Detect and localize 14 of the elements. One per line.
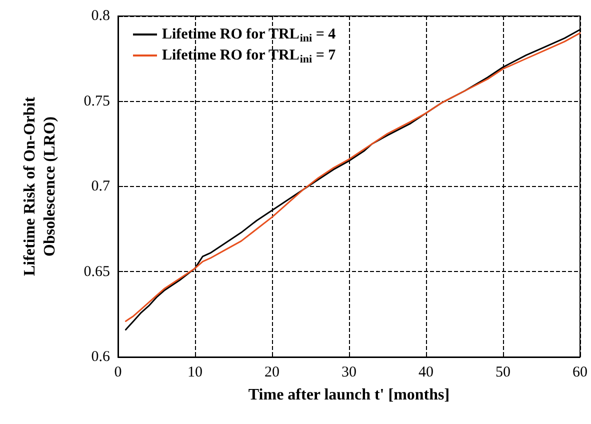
x-tick-label: 10 bbox=[188, 364, 202, 380]
x-tick-label: 20 bbox=[264, 364, 280, 380]
y-tick-label: 0.8 bbox=[91, 8, 110, 24]
x-tick-label: 60 bbox=[572, 364, 588, 380]
y-tick-label: 0.65 bbox=[84, 264, 110, 280]
y-tick-label: 0.75 bbox=[84, 93, 110, 110]
x-tick-label: 0 bbox=[114, 364, 122, 380]
x-tick-label: 50 bbox=[496, 364, 510, 380]
x-axis-title: Time after launch t' [months] bbox=[248, 386, 450, 404]
y-axis-title: Lifetime Risk of On-Orbit Obsolescence (LRO) bbox=[22, 96, 58, 276]
x-tick-label: 40 bbox=[418, 364, 434, 380]
y-tick-label: 0.6 bbox=[91, 349, 110, 365]
y-tick-label: 0.7 bbox=[91, 178, 110, 194]
x-tick-label: 30 bbox=[342, 364, 356, 380]
